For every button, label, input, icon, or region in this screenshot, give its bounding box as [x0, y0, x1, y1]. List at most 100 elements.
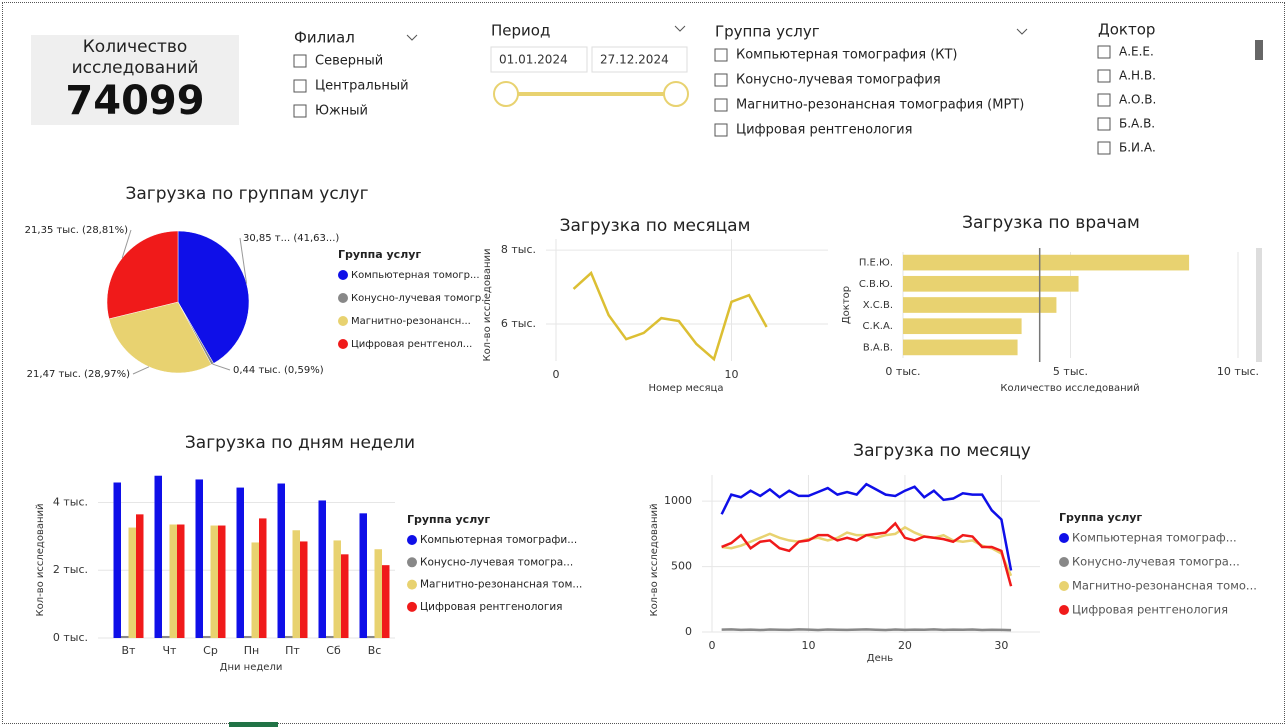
x-tick-label: Пт [285, 644, 300, 657]
y-axis-title: Кол-во исследовании [482, 248, 493, 361]
legend-marker[interactable] [338, 270, 348, 280]
y-tick-label: 8 тыс. [501, 243, 536, 256]
legend-marker[interactable] [407, 557, 417, 568]
checkbox[interactable] [1097, 45, 1111, 59]
legend-label[interactable]: Магнитно-резонансн... [351, 316, 471, 327]
checkbox[interactable] [1097, 93, 1111, 107]
y-tick-label: С.В.Ю. [859, 279, 893, 290]
slicer-option[interactable]: Б.И.А. [1119, 141, 1156, 155]
y-tick-label: В.А.В. [863, 342, 893, 353]
bar [113, 482, 121, 638]
legend-label[interactable]: Компьютерная томограф... [1072, 531, 1237, 545]
slicer-option[interactable]: А.Н.В. [1119, 69, 1156, 83]
slicer-option[interactable]: А.О.В. [1119, 93, 1156, 107]
pie-slice [177, 230, 250, 364]
slicer-option[interactable]: А.Е.Е. [1119, 45, 1154, 59]
x-tick-label: 10 [801, 639, 815, 652]
legend-label[interactable]: Магнитно-резонансная томо... [1072, 579, 1257, 593]
legend-label[interactable]: Цифровая рентгенология [420, 601, 562, 613]
x-tick-label: Ср [203, 644, 218, 657]
checkbox[interactable] [714, 73, 728, 87]
chevron[interactable] [674, 25, 686, 32]
y-tick-label: 0 [685, 625, 692, 638]
tab-indicator [229, 722, 278, 727]
slicer-option[interactable]: Северный [315, 54, 383, 69]
x-tick-label: 30 [994, 639, 1008, 652]
data-label: 0,44 тыс. (0,59%) [233, 365, 324, 376]
slicer-option[interactable]: Центральный [315, 79, 409, 94]
x-axis-title: Количество исследований [1000, 383, 1139, 394]
checkbox[interactable] [714, 98, 728, 112]
bar [318, 500, 326, 638]
slicer-option[interactable]: Конусно-лучевая томография [736, 73, 941, 88]
bar [154, 475, 162, 638]
chevron[interactable] [406, 34, 418, 41]
legend-label[interactable]: Цифровая рентгенол... [351, 339, 472, 350]
x-tick-label: Сб [326, 644, 341, 657]
checkbox[interactable] [714, 48, 728, 62]
bar [169, 524, 177, 638]
date-input[interactable] [490, 46, 588, 73]
bar [903, 318, 1022, 335]
range-handle[interactable] [663, 81, 689, 107]
legend-label[interactable]: Магнитно-резонансная том... [420, 579, 582, 591]
date-input[interactable] [591, 46, 688, 73]
scrollbar[interactable] [1255, 40, 1263, 60]
bar [300, 541, 308, 638]
kpi-card [31, 35, 239, 125]
checkbox[interactable] [1097, 141, 1111, 155]
y-tick-label: 4 тыс. [53, 495, 88, 508]
date-end[interactable]: 27.12.2024 [600, 53, 669, 67]
legend-label[interactable]: Компьютерная томогр... [351, 270, 480, 281]
line-series [721, 628, 1012, 632]
checkbox[interactable] [714, 123, 728, 137]
legend-marker[interactable] [338, 339, 348, 349]
legend-label[interactable]: Цифровая рентгенология [1072, 603, 1228, 617]
range-handle[interactable] [493, 81, 519, 107]
y-tick-label: 500 [671, 560, 692, 573]
slicer-title: Филиал [294, 29, 355, 47]
checkbox[interactable] [293, 104, 307, 118]
y-tick-label: Х.С.В. [863, 300, 893, 311]
bar [203, 635, 211, 638]
bar [277, 483, 285, 638]
bar [128, 527, 136, 638]
slicer-option[interactable]: Компьютерная томография (КТ) [736, 48, 958, 63]
legend-marker[interactable] [1059, 557, 1069, 567]
legend-marker[interactable] [1059, 533, 1069, 543]
slicer-option[interactable]: Магнитно-резонансная томография (МРТ) [736, 98, 1024, 113]
leader-line [239, 237, 248, 284]
data-label: 21,35 тыс. (28,81%) [25, 225, 128, 236]
legend-marker[interactable] [407, 601, 417, 612]
checkbox[interactable] [1097, 117, 1111, 131]
bar [382, 565, 390, 638]
legend-label[interactable]: Конусно-лучевая томогр... [351, 293, 491, 304]
legend-marker[interactable] [338, 316, 348, 326]
legend-marker[interactable] [338, 293, 348, 303]
slicer-option[interactable]: Цифровая рентгенология [736, 123, 912, 138]
legend-marker[interactable] [1059, 581, 1069, 591]
bar [259, 518, 267, 638]
legend-label[interactable]: Конусно-лучевая томогра... [1072, 555, 1240, 569]
bar [285, 635, 293, 638]
chevron[interactable] [1016, 28, 1028, 35]
checkbox[interactable] [293, 54, 307, 68]
legend-marker[interactable] [1059, 605, 1069, 615]
checkbox[interactable] [1097, 69, 1111, 83]
legend-marker[interactable] [407, 579, 417, 590]
legend-marker[interactable] [407, 535, 417, 545]
slicer-option[interactable]: Б.А.В. [1119, 117, 1155, 131]
bar [341, 554, 349, 638]
slicer-option[interactable]: Южный [315, 104, 368, 119]
date-start[interactable]: 01.01.2024 [499, 53, 568, 67]
x-tick-label: 10 [724, 368, 738, 381]
bar [210, 525, 218, 638]
checkbox[interactable] [293, 79, 307, 93]
chart-title: Загрузка по дням недели [185, 433, 415, 453]
y-axis-title: Доктор [841, 286, 852, 324]
pie-slice [106, 230, 179, 320]
scrollbar[interactable] [1256, 248, 1262, 362]
legend-label[interactable]: Конусно-лучевая томогра... [420, 556, 573, 568]
legend-label[interactable]: Компьютерная томографи... [420, 534, 577, 546]
data-label: 21,47 тыс. (28,97%) [27, 369, 130, 380]
